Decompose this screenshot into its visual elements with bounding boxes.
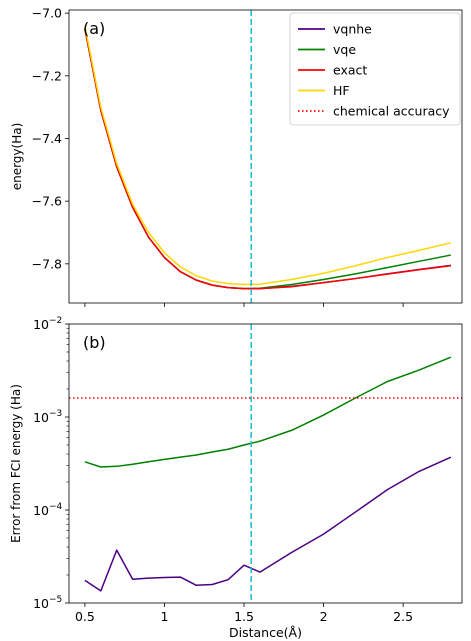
series-line-vqe bbox=[84, 356, 452, 468]
y-tick-label-base: 10 bbox=[33, 317, 49, 332]
legend-label: vqe bbox=[333, 42, 356, 57]
x-tick-label: 1.5 bbox=[234, 609, 254, 624]
panel-label: (b) bbox=[83, 333, 106, 352]
y-tick-label: −7.2 bbox=[32, 68, 62, 83]
y-tick-label-exponent: −5 bbox=[49, 595, 62, 605]
x-tick-label: 0.5 bbox=[75, 609, 95, 624]
y-tick-label-exponent: −3 bbox=[49, 409, 62, 419]
series-layer bbox=[69, 324, 462, 603]
legend-label: chemical accuracy bbox=[333, 104, 450, 119]
x-tick-label: 2 bbox=[320, 609, 328, 624]
y-axis-label: Error from FCI energy (Ha) bbox=[9, 384, 23, 543]
axes-frame bbox=[68, 9, 463, 304]
x-tick-label: 2.5 bbox=[393, 609, 413, 624]
y-tick-label-base: 10 bbox=[33, 410, 49, 425]
y-axis-label: energy(Ha) bbox=[10, 123, 24, 191]
y-tick-label: −7.4 bbox=[32, 131, 62, 146]
legend-label: exact bbox=[333, 63, 367, 78]
y-tick-label: −7.0 bbox=[32, 6, 62, 21]
legend-label: HF bbox=[333, 83, 350, 98]
y-tick-label-exponent: −2 bbox=[49, 316, 62, 326]
y-tick-label-exponent: −4 bbox=[49, 502, 63, 512]
series-line-vqnhe bbox=[84, 456, 452, 592]
series-line-HF bbox=[84, 25, 452, 286]
series-layer bbox=[84, 10, 452, 303]
panel-label: (a) bbox=[83, 19, 105, 38]
legend-box bbox=[289, 12, 461, 126]
y-tick-label-base: 10 bbox=[33, 503, 49, 518]
axes-frame bbox=[68, 323, 463, 604]
legend: vqnhe vqe exact HF chemical accuracy bbox=[289, 12, 461, 126]
x-tick-label: 1 bbox=[160, 609, 168, 624]
series-line-exact bbox=[84, 28, 451, 290]
x-axis-label: Distance(Å) bbox=[229, 625, 302, 640]
legend-label: vqnhe bbox=[333, 22, 372, 37]
y-tick-label: −7.8 bbox=[32, 256, 62, 271]
y-tick-label: −7.6 bbox=[32, 194, 62, 209]
y-tick-label-base: 10 bbox=[33, 596, 49, 611]
